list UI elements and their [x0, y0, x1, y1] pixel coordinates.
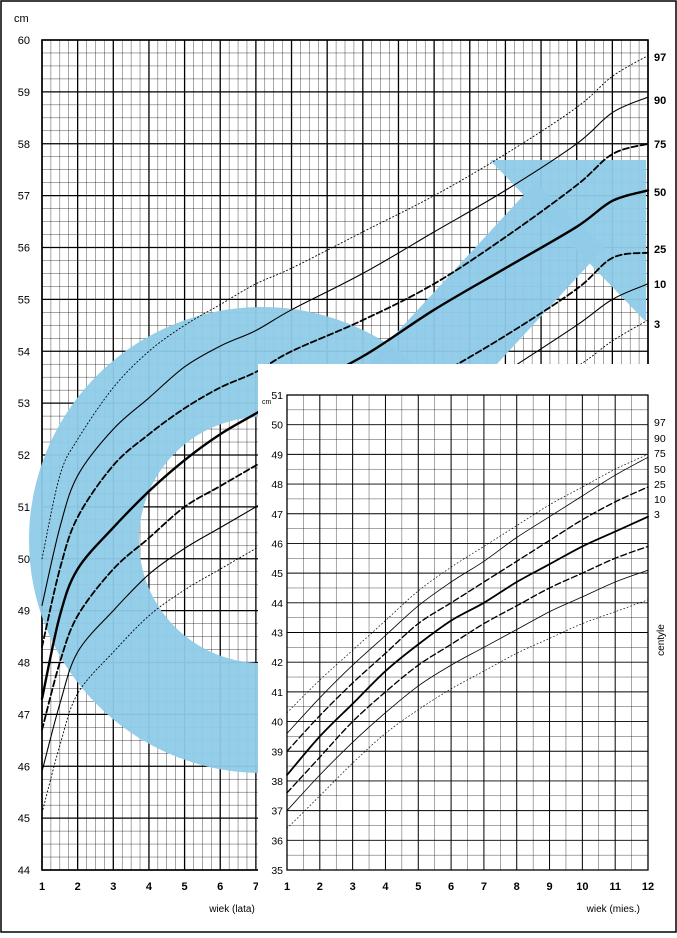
inset-x-tick-12: 12 — [642, 881, 654, 893]
inset-x-tick-9: 9 — [546, 881, 552, 893]
main-y-tick-57: 57 — [18, 191, 30, 203]
main-x-tick-2: 2 — [75, 881, 81, 893]
main-x-axis-label: wiek (lata) — [208, 904, 255, 915]
inset-x-tick-6: 6 — [448, 881, 454, 893]
inset-y-tick-43: 43 — [271, 628, 283, 640]
inset-centile-50 — [286, 515, 649, 776]
inset-centile-label-10: 10 — [654, 494, 666, 506]
main-x-tick-1: 1 — [39, 881, 45, 893]
inset-y-tick-39: 39 — [271, 746, 283, 758]
inset-centile-75 — [286, 486, 649, 752]
main-centile-75 — [41, 142, 649, 648]
main-centile-90 — [41, 96, 649, 606]
inset-x-tick-7: 7 — [481, 881, 487, 893]
main-centile-label-75: 75 — [654, 139, 666, 151]
main-y-tick-45: 45 — [18, 813, 30, 825]
inset-curves — [286, 454, 649, 829]
main-y-tick-60: 60 — [18, 35, 30, 47]
inset-y-axis-label: cm — [262, 399, 272, 406]
inset-centile-97 — [286, 454, 649, 714]
inset-x-tick-3: 3 — [350, 881, 356, 893]
inset-y-tick-41: 41 — [271, 687, 283, 699]
main-y-tick-53: 53 — [18, 398, 30, 410]
inset-centile-3 — [286, 599, 649, 829]
main-centile-label-25: 25 — [654, 244, 666, 256]
inset-x-tick-2: 2 — [317, 881, 323, 893]
main-x-tick-4: 4 — [146, 881, 153, 893]
inset-y-tick-35: 35 — [271, 865, 283, 877]
main-y-tick-56: 56 — [18, 243, 30, 255]
main-centile-label-97: 97 — [654, 52, 666, 64]
main-centile-97 — [41, 55, 649, 560]
inset-centile-axis-label: centyle — [656, 624, 667, 656]
main-centile-label-10: 10 — [654, 279, 666, 291]
inset-x-tick-5: 5 — [415, 881, 421, 893]
inset-y-tick-37: 37 — [271, 806, 283, 818]
main-y-tick-48: 48 — [18, 658, 30, 670]
inset-y-tick-40: 40 — [271, 717, 283, 729]
main-y-tick-46: 46 — [18, 761, 30, 773]
male-symbol-arrowhead — [490, 160, 646, 322]
inset-x-axis-label: wiek (mies.) — [586, 904, 640, 915]
main-centile-label-90: 90 — [654, 95, 666, 107]
inset-centile-10 — [286, 569, 649, 812]
main-y-tick-50: 50 — [18, 554, 30, 566]
inset-centile-label-90: 90 — [654, 433, 666, 445]
main-x-tick-5: 5 — [182, 881, 188, 893]
inset-y-tick-50: 50 — [271, 420, 283, 432]
inset-y-tick-49: 49 — [271, 449, 283, 461]
main-y-tick-47: 47 — [18, 709, 30, 721]
main-y-tick-52: 52 — [18, 450, 30, 462]
inset-y-tick-44: 44 — [271, 598, 283, 610]
inset-background — [258, 364, 674, 915]
inset-frame — [286, 394, 649, 871]
main-y-tick-59: 59 — [18, 87, 30, 99]
inset-y-tick-38: 38 — [271, 776, 283, 788]
main-y-axis-label: cm — [14, 13, 29, 25]
main-y-tick-55: 55 — [18, 294, 30, 306]
main-x-tick-6: 6 — [217, 881, 223, 893]
main-x-tick-7: 7 — [253, 881, 259, 893]
main-y-tick-49: 49 — [18, 606, 30, 618]
inset-centile-label-75: 75 — [654, 448, 666, 460]
main-y-tick-58: 58 — [18, 139, 30, 151]
main-x-tick-3: 3 — [110, 881, 116, 893]
inset-y-tick-47: 47 — [271, 509, 283, 521]
inset-x-tick-8: 8 — [514, 881, 520, 893]
main-y-tick-54: 54 — [18, 346, 30, 358]
inset-y-tick-45: 45 — [271, 568, 283, 580]
inset-x-tick-4: 4 — [382, 881, 389, 893]
inset-y-tick-48: 48 — [271, 479, 283, 491]
inset-centile-25 — [286, 545, 649, 794]
inset-centile-90 — [286, 456, 649, 734]
inset-centile-label-97: 97 — [654, 417, 666, 429]
inset-y-tick-36: 36 — [271, 835, 283, 847]
inset-x-tick-10: 10 — [576, 881, 588, 893]
main-y-tick-44: 44 — [18, 865, 30, 877]
inset-centile-label-3: 3 — [654, 509, 660, 521]
inset-x-tick-11: 11 — [609, 881, 621, 893]
inset-y-tick-42: 42 — [271, 657, 283, 669]
inset-y-tick-51: 51 — [271, 390, 283, 402]
main-centile-label-3: 3 — [654, 319, 660, 331]
main-y-tick-51: 51 — [18, 502, 30, 514]
inset-centile-label-25: 25 — [654, 479, 666, 491]
inset-centile-label-50: 50 — [654, 464, 666, 476]
inset-x-tick-1: 1 — [284, 881, 290, 893]
main-centile-label-50: 50 — [654, 187, 666, 199]
inset-y-tick-46: 46 — [271, 538, 283, 550]
